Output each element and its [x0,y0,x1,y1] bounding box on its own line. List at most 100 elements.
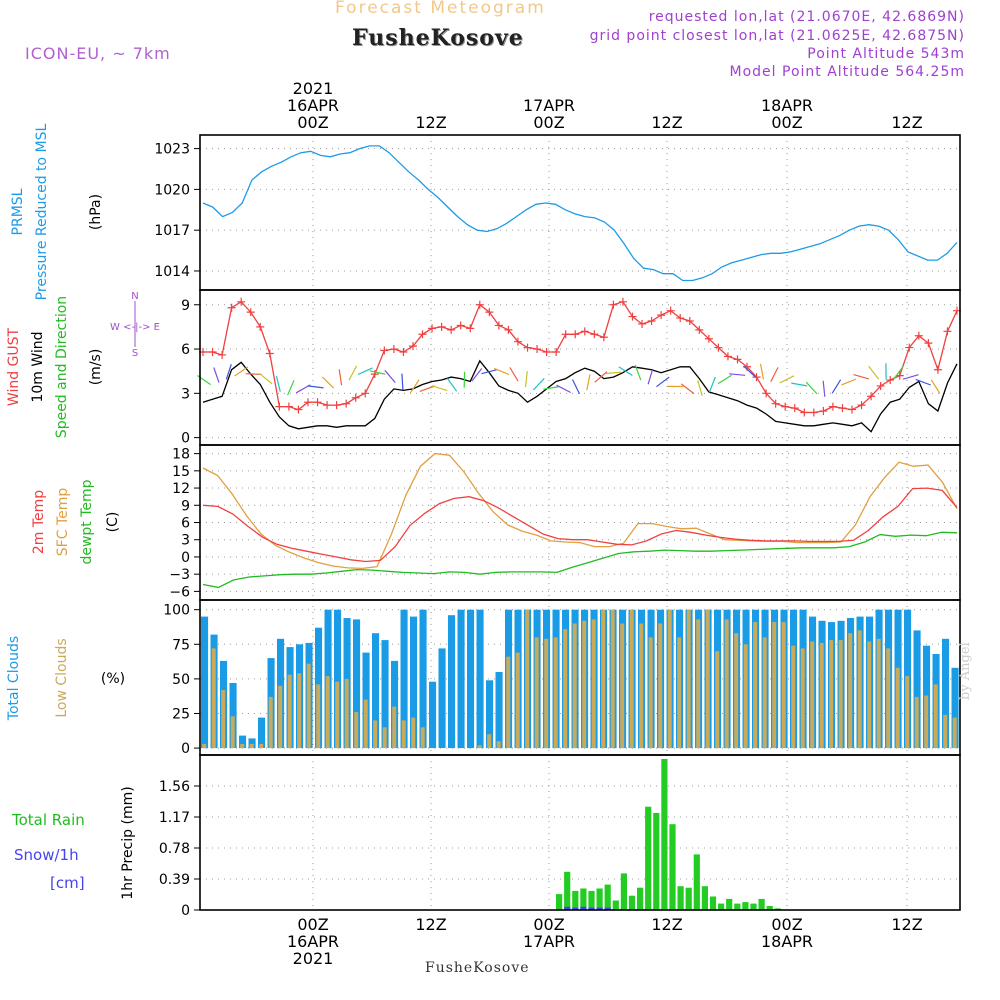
y-tick-label: −3 [169,567,190,583]
total-cloud-bar [229,683,237,748]
bottom-time-label: 12Z [415,915,446,934]
gust-marker [466,324,475,333]
low-cloud-bar [344,678,349,749]
pressure-reduced-label: Pressure Reduced to MSL [34,123,50,300]
gust-marker [590,330,599,339]
bottom-time-label: 17APR [523,932,575,951]
low-cloud-bar [762,637,767,749]
wind-direction-arrow [853,374,870,380]
gust-marker [695,325,704,334]
wind-direction-arrow [524,371,528,388]
low-cloud-bar [886,648,891,748]
gust-marker [714,343,723,352]
low-clouds-label: Low Clouds [54,638,70,717]
gust-marker [447,325,456,334]
low-cloud-bar [382,727,387,749]
wind-direction-arrow [915,378,931,386]
wind-direction-arrow [717,374,732,385]
gust-marker [809,408,818,417]
wind-direction-arrow [634,364,642,381]
gust-marker [886,376,895,385]
y-tick-label: 3 [181,533,190,549]
top-time-label: 2021 [293,79,334,98]
rain-bar [637,887,644,910]
gust-marker [533,345,542,354]
wind-direction-arrow [618,366,633,377]
low-cloud-bar [582,620,587,749]
total-cloud-bar [951,667,959,749]
gust-marker [943,327,952,336]
low-cloud-bar [373,720,378,749]
panel-frame [199,754,961,911]
total-cloud-bar [486,680,494,749]
rain-bar [612,900,619,910]
low-cloud-bar [240,743,245,749]
gust-marker [790,404,799,413]
total-cloud-bar [942,638,950,749]
gust-marker [504,325,513,334]
snow-bar [596,907,603,910]
panel-frame [199,134,961,291]
total-cloud-bar [495,672,503,749]
gust-marker [723,352,732,361]
low-cloud-bar [544,638,549,749]
total-rain-label: Total Rain [11,811,85,829]
low-cloud-bar [829,640,834,748]
top-time-label: 00Z [771,113,802,132]
gust-marker [828,402,837,411]
low-cloud-bar [392,706,397,749]
low-cloud-bar [819,642,824,749]
gust-marker [752,373,761,382]
wind-direction-arrow [605,371,622,375]
snow-label: Snow/1h [14,846,79,864]
wind-direction-arrow [902,374,919,380]
rain-bar [742,902,749,910]
gust-marker [332,401,341,410]
low-cloud-bar [563,629,568,749]
rain-bar [766,906,773,910]
low-cloud-bar [876,638,881,749]
gust-marker [618,297,627,306]
rain-bar [645,806,652,910]
y-tick-label: 25 [172,706,190,722]
total-cloud-bar [913,630,921,748]
wind-direction-arrow [656,376,670,388]
gust-marker [867,392,876,401]
low-cloud-bar [629,609,634,749]
snow-bar [572,907,579,910]
total-cloud-bar [334,609,342,749]
bottom-time-label: 00Z [771,915,802,934]
y-tick-label: 0 [181,903,190,919]
low-cloud-bar [601,609,606,749]
rain-bar [726,898,733,910]
wind-direction-arrow [708,376,716,393]
requested-coordinates: requested lon,lat (21.0670E, 42.6869N) [648,9,965,25]
low-cloud-bar [743,644,748,749]
low-cloud-bar [686,609,691,749]
wind-direction-arrow [680,383,695,395]
y-tick-label: 9 [181,498,190,514]
rain-bar [758,898,765,910]
compass-north: N [131,291,138,302]
total-cloud-bar [457,609,465,749]
gust-marker [704,334,713,343]
sfc-temp-line [202,452,958,570]
gust-marker [418,330,427,339]
y-tick-label: −6 [169,584,190,600]
wind-10m-label: 10m Wind [30,331,46,402]
gust-marker [542,348,551,356]
rain-bar [564,871,571,910]
gust-marker [933,365,942,374]
y-tick-label: 75 [172,637,190,653]
y-tick-label: 50 [172,672,190,688]
y-tick-label: 1020 [154,182,190,198]
snow-bar [588,907,595,910]
temp-units-label: (C) [105,512,121,533]
gust-marker [848,405,857,414]
low-cloud-bar [810,641,815,749]
gust-marker [456,321,465,330]
gust-marker [580,327,589,336]
total-cloud-bar [372,633,380,749]
total-cloud-bar [381,640,389,748]
low-cloud-bar [658,623,663,749]
